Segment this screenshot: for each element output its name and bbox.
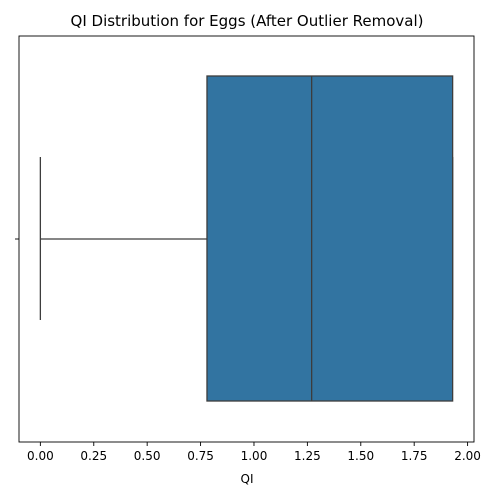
x-tick-label: 1.50 [347, 449, 374, 463]
chart-title: QI Distribution for Eggs (After Outlier … [71, 12, 424, 30]
x-tick-label: 0.75 [187, 449, 214, 463]
x-tick-label: 2.00 [454, 449, 481, 463]
plot-area: 0.00 0.25 0.50 0.75 1.00 1.25 1.50 1.75 2.00 [15, 35, 481, 463]
iqr-box [206, 75, 454, 402]
x-tick-label: 1.25 [294, 449, 321, 463]
x-tick-label: 1.75 [401, 449, 428, 463]
x-tick-label: 0.00 [27, 449, 54, 463]
x-tick-label: 1.00 [241, 449, 268, 463]
x-tick-label: 0.50 [134, 449, 161, 463]
x-axis-label: QI [241, 472, 254, 486]
x-tick-label: 0.25 [80, 449, 107, 463]
